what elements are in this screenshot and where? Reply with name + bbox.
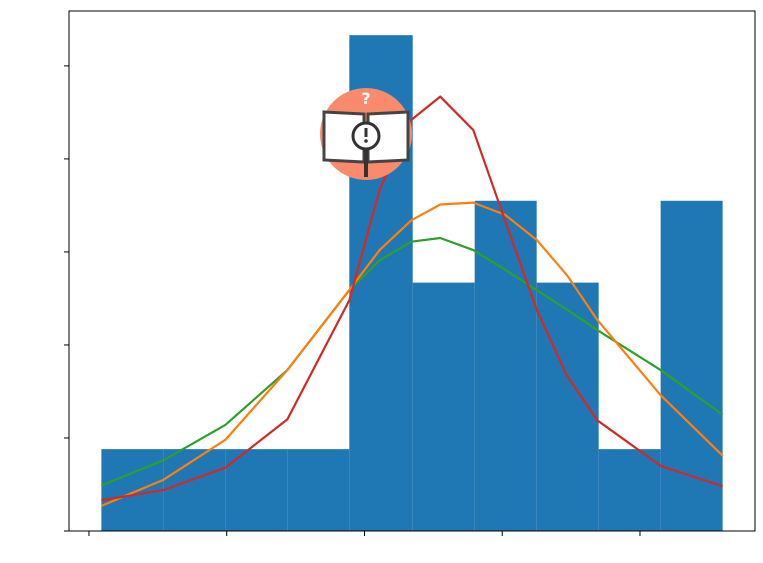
overlay-icon: ? xyxy=(320,88,412,180)
bar xyxy=(660,200,723,531)
bar xyxy=(163,449,226,531)
icon-mark xyxy=(364,139,368,143)
bar xyxy=(412,282,475,531)
axes-frame xyxy=(68,10,756,532)
icon-question: ? xyxy=(361,89,370,108)
bar xyxy=(287,449,350,531)
density-line xyxy=(100,236,724,487)
icon-handle xyxy=(364,149,368,177)
icon-mark xyxy=(364,128,368,137)
density-line xyxy=(100,201,724,507)
density-line xyxy=(101,95,723,502)
bar xyxy=(474,200,537,531)
bar xyxy=(225,449,288,531)
plot-area xyxy=(64,10,756,536)
bar xyxy=(101,449,164,531)
bar xyxy=(598,449,661,531)
